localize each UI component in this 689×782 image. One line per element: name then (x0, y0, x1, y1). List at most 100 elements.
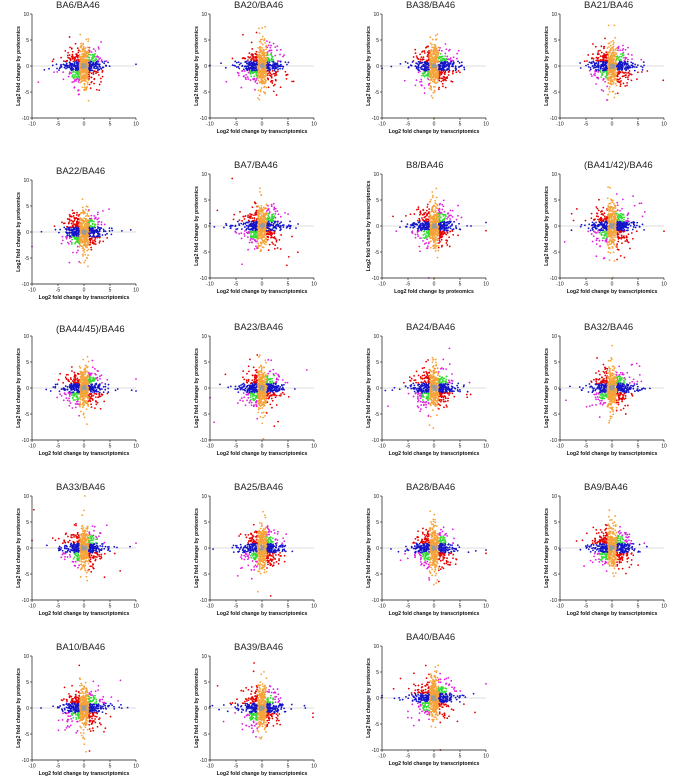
data-point (56, 63, 58, 65)
data-point (54, 225, 56, 227)
data-point (408, 67, 410, 69)
data-point (261, 83, 263, 85)
data-point (254, 239, 256, 241)
data-point (420, 67, 422, 69)
data-point (245, 215, 247, 217)
data-point (249, 215, 251, 217)
data-point (267, 58, 269, 60)
data-point (80, 240, 82, 242)
data-point (586, 60, 588, 62)
data-point (622, 45, 624, 47)
data-point (610, 71, 612, 73)
data-point (277, 247, 279, 249)
data-point (76, 53, 78, 55)
data-point (624, 72, 626, 74)
data-point (418, 61, 420, 63)
data-point (628, 75, 630, 77)
data-point (268, 222, 270, 224)
data-point (257, 242, 259, 244)
data-point (256, 221, 258, 223)
data-point (92, 54, 94, 56)
data-point (625, 49, 627, 51)
data-point (109, 65, 111, 67)
data-point (442, 85, 444, 87)
y-axis-label: Log2 fold change by proteomics (16, 26, 22, 106)
data-point (264, 26, 266, 28)
data-point (453, 61, 455, 63)
data-point (430, 87, 432, 89)
data-point (273, 206, 275, 208)
data-point (662, 79, 664, 81)
data-point (276, 224, 278, 226)
data-point (258, 89, 260, 91)
data-point (276, 94, 278, 96)
data-point (80, 235, 82, 237)
data-point (77, 246, 79, 248)
data-point (416, 79, 418, 81)
data-point (275, 211, 277, 213)
data-point (593, 74, 595, 76)
data-point (86, 257, 88, 259)
data-point (260, 213, 262, 215)
data-point (441, 209, 443, 211)
data-point (85, 56, 87, 58)
y-tick-label: 0 (26, 230, 29, 236)
data-point (612, 83, 614, 85)
data-point (82, 79, 84, 81)
data-point (283, 226, 285, 228)
data-point (623, 57, 625, 59)
data-point (111, 230, 113, 232)
data-point (625, 67, 627, 69)
data-point (248, 52, 250, 54)
data-point (37, 81, 39, 83)
data-point (612, 48, 614, 50)
data-point (86, 53, 88, 55)
data-point (448, 62, 450, 64)
data-point (90, 87, 92, 89)
data-point (442, 83, 444, 85)
data-point (271, 220, 273, 222)
data-point (432, 97, 434, 99)
data-point (258, 234, 260, 236)
data-point (600, 55, 602, 57)
data-point (84, 226, 86, 228)
data-point (56, 68, 58, 70)
data-point (440, 62, 442, 64)
data-point (429, 85, 431, 87)
data-point (247, 76, 249, 78)
data-point (96, 61, 98, 63)
data-point (225, 81, 227, 83)
data-point (94, 223, 96, 225)
data-point (82, 72, 84, 74)
data-point (78, 240, 80, 242)
data-point (435, 35, 437, 37)
data-point (271, 49, 273, 51)
data-point (78, 60, 80, 62)
data-point (264, 86, 266, 88)
data-point (604, 69, 606, 71)
data-point (627, 47, 629, 49)
data-point (269, 230, 271, 232)
data-point (415, 84, 417, 86)
data-point (444, 71, 446, 73)
data-point (234, 231, 236, 233)
data-point (91, 51, 93, 53)
data-point (438, 247, 440, 249)
data-point (455, 71, 457, 73)
data-point (432, 39, 434, 41)
data-point (267, 54, 269, 56)
data-point (93, 215, 95, 217)
data-point (88, 78, 90, 80)
data-point (592, 43, 594, 45)
data-point (271, 56, 273, 58)
data-point (405, 61, 407, 63)
data-point (69, 71, 71, 73)
data-point (48, 68, 50, 70)
data-point (75, 241, 77, 243)
y-tick-label: 10 (201, 172, 207, 178)
data-point (67, 232, 69, 234)
data-point (626, 85, 628, 87)
data-point (258, 214, 260, 216)
